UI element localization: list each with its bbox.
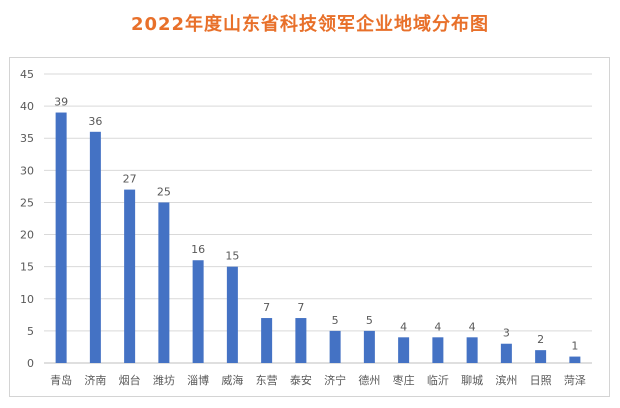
x-tick-label: 临沂 bbox=[427, 373, 449, 387]
x-tick-label: 枣庄 bbox=[393, 373, 415, 387]
x-tick-label: 烟台 bbox=[119, 373, 141, 387]
chart-frame bbox=[9, 57, 610, 397]
data-label: 7 bbox=[263, 301, 270, 314]
data-label: 25 bbox=[157, 185, 171, 198]
data-label: 1 bbox=[571, 340, 578, 353]
bar bbox=[158, 202, 170, 363]
data-label: 39 bbox=[54, 96, 68, 109]
bar bbox=[124, 189, 136, 363]
data-label: 5 bbox=[366, 314, 373, 327]
x-tick-label: 日照 bbox=[530, 374, 552, 387]
bar bbox=[569, 356, 581, 363]
y-tick-label: 30 bbox=[20, 164, 34, 177]
data-label: 7 bbox=[297, 301, 304, 314]
data-label: 4 bbox=[400, 320, 407, 333]
y-tick-label: 0 bbox=[27, 357, 34, 370]
data-label: 5 bbox=[332, 314, 339, 327]
x-tick-label: 济南 bbox=[84, 373, 106, 387]
data-label: 16 bbox=[191, 243, 205, 256]
y-tick-label: 20 bbox=[20, 229, 34, 242]
y-tick-label: 25 bbox=[20, 196, 34, 209]
bar bbox=[432, 337, 444, 363]
y-tick-label: 5 bbox=[27, 325, 34, 338]
x-tick-label: 青岛 bbox=[50, 373, 72, 387]
data-label: 4 bbox=[434, 320, 441, 333]
x-tick-label: 聊城 bbox=[461, 373, 483, 387]
data-label: 3 bbox=[503, 327, 510, 340]
x-tick-label: 济宁 bbox=[324, 373, 346, 387]
y-tick-label: 15 bbox=[20, 261, 34, 274]
x-tick-label: 德州 bbox=[358, 373, 380, 387]
bar bbox=[89, 131, 101, 363]
bar bbox=[500, 343, 512, 363]
x-tick-label: 泰安 bbox=[290, 373, 312, 387]
bar bbox=[329, 330, 341, 363]
data-label: 27 bbox=[123, 173, 137, 186]
x-tick-label: 滨州 bbox=[495, 373, 517, 387]
y-tick-label: 10 bbox=[20, 293, 34, 306]
bar bbox=[261, 318, 273, 363]
data-label: 36 bbox=[88, 115, 102, 128]
x-tick-label: 菏泽 bbox=[564, 374, 586, 387]
bar bbox=[192, 260, 204, 363]
y-tick-label: 40 bbox=[20, 100, 34, 113]
x-tick-label: 东营 bbox=[256, 373, 278, 387]
x-tick-label: 潍坊 bbox=[153, 373, 175, 387]
x-tick-label: 威海 bbox=[221, 373, 243, 387]
chart-title: 2022年度山东省科技领军企业地域分布图 bbox=[130, 14, 490, 35]
bar bbox=[398, 337, 410, 363]
bar bbox=[363, 330, 375, 363]
bar bbox=[295, 318, 307, 363]
x-tick-label: 淄博 bbox=[187, 374, 209, 387]
bar bbox=[55, 112, 67, 364]
y-tick-label: 45 bbox=[20, 68, 34, 81]
data-label: 4 bbox=[469, 320, 476, 333]
bar bbox=[535, 350, 547, 363]
bar bbox=[466, 337, 478, 363]
y-tick-label: 35 bbox=[20, 132, 34, 145]
bar bbox=[226, 266, 238, 363]
data-label: 15 bbox=[225, 250, 239, 263]
data-label: 2 bbox=[537, 333, 544, 346]
